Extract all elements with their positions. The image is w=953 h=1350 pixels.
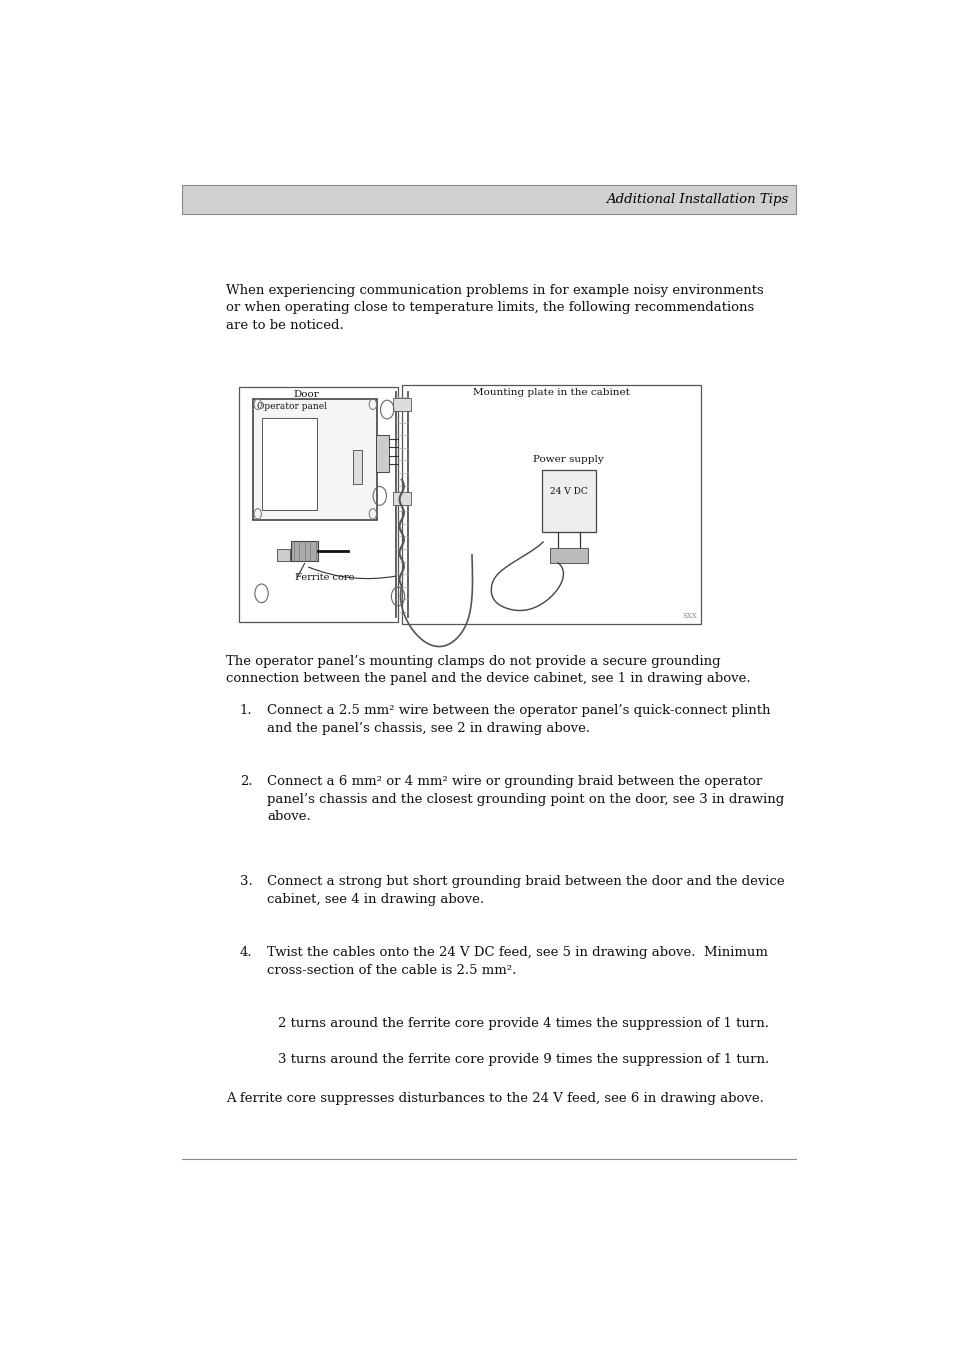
Text: A ferrite core suppresses disturbances to the 24 V feed, see 6 in drawing above.: A ferrite core suppresses disturbances t…	[226, 1092, 763, 1106]
FancyBboxPatch shape	[353, 450, 361, 483]
Text: Twist the cables onto the 24 V DC feed, see 5 in drawing above.  Minimum
cross-s: Twist the cables onto the 24 V DC feed, …	[267, 946, 767, 977]
Text: Additional Installation Tips: Additional Installation Tips	[605, 193, 787, 207]
Text: 2 turns around the ferrite core provide 4 times the suppression of 1 turn.: 2 turns around the ferrite core provide …	[278, 1018, 768, 1030]
FancyBboxPatch shape	[276, 549, 290, 560]
Text: Connect a strong but short grounding braid between the door and the device
cabin: Connect a strong but short grounding bra…	[267, 875, 784, 906]
FancyBboxPatch shape	[549, 548, 587, 563]
FancyBboxPatch shape	[239, 387, 397, 622]
FancyBboxPatch shape	[262, 418, 316, 510]
Text: 1.: 1.	[239, 705, 253, 717]
FancyBboxPatch shape	[253, 400, 377, 520]
Text: Ferrite core: Ferrite core	[294, 574, 354, 582]
Text: 3 turns around the ferrite core provide 9 times the suppression of 1 turn.: 3 turns around the ferrite core provide …	[278, 1053, 769, 1065]
Text: Mounting plate in the cabinet: Mounting plate in the cabinet	[473, 389, 629, 397]
FancyBboxPatch shape	[393, 493, 410, 505]
Text: 2.: 2.	[239, 775, 253, 788]
Text: 24 V DC: 24 V DC	[549, 487, 587, 495]
FancyBboxPatch shape	[393, 398, 410, 410]
Text: The operator panel’s mounting clamps do not provide a secure grounding
connectio: The operator panel’s mounting clamps do …	[226, 655, 750, 686]
FancyBboxPatch shape	[541, 470, 596, 532]
FancyBboxPatch shape	[182, 185, 795, 215]
FancyBboxPatch shape	[401, 385, 700, 624]
Text: SXX: SXX	[681, 612, 696, 620]
Text: Connect a 6 mm² or 4 mm² wire or grounding braid between the operator
panel’s ch: Connect a 6 mm² or 4 mm² wire or groundi…	[267, 775, 783, 824]
Text: When experiencing communication problems in for example noisy environments
or wh: When experiencing communication problems…	[226, 284, 763, 332]
FancyBboxPatch shape	[375, 435, 389, 472]
Text: Connect a 2.5 mm² wire between the operator panel’s quick-connect plinth
and the: Connect a 2.5 mm² wire between the opera…	[267, 705, 770, 734]
Text: Power supply: Power supply	[533, 455, 603, 464]
Text: Door: Door	[293, 390, 318, 400]
FancyBboxPatch shape	[291, 541, 317, 560]
Text: 4.: 4.	[239, 946, 253, 960]
Text: 3.: 3.	[239, 875, 253, 888]
Text: Operator panel: Operator panel	[256, 402, 327, 412]
